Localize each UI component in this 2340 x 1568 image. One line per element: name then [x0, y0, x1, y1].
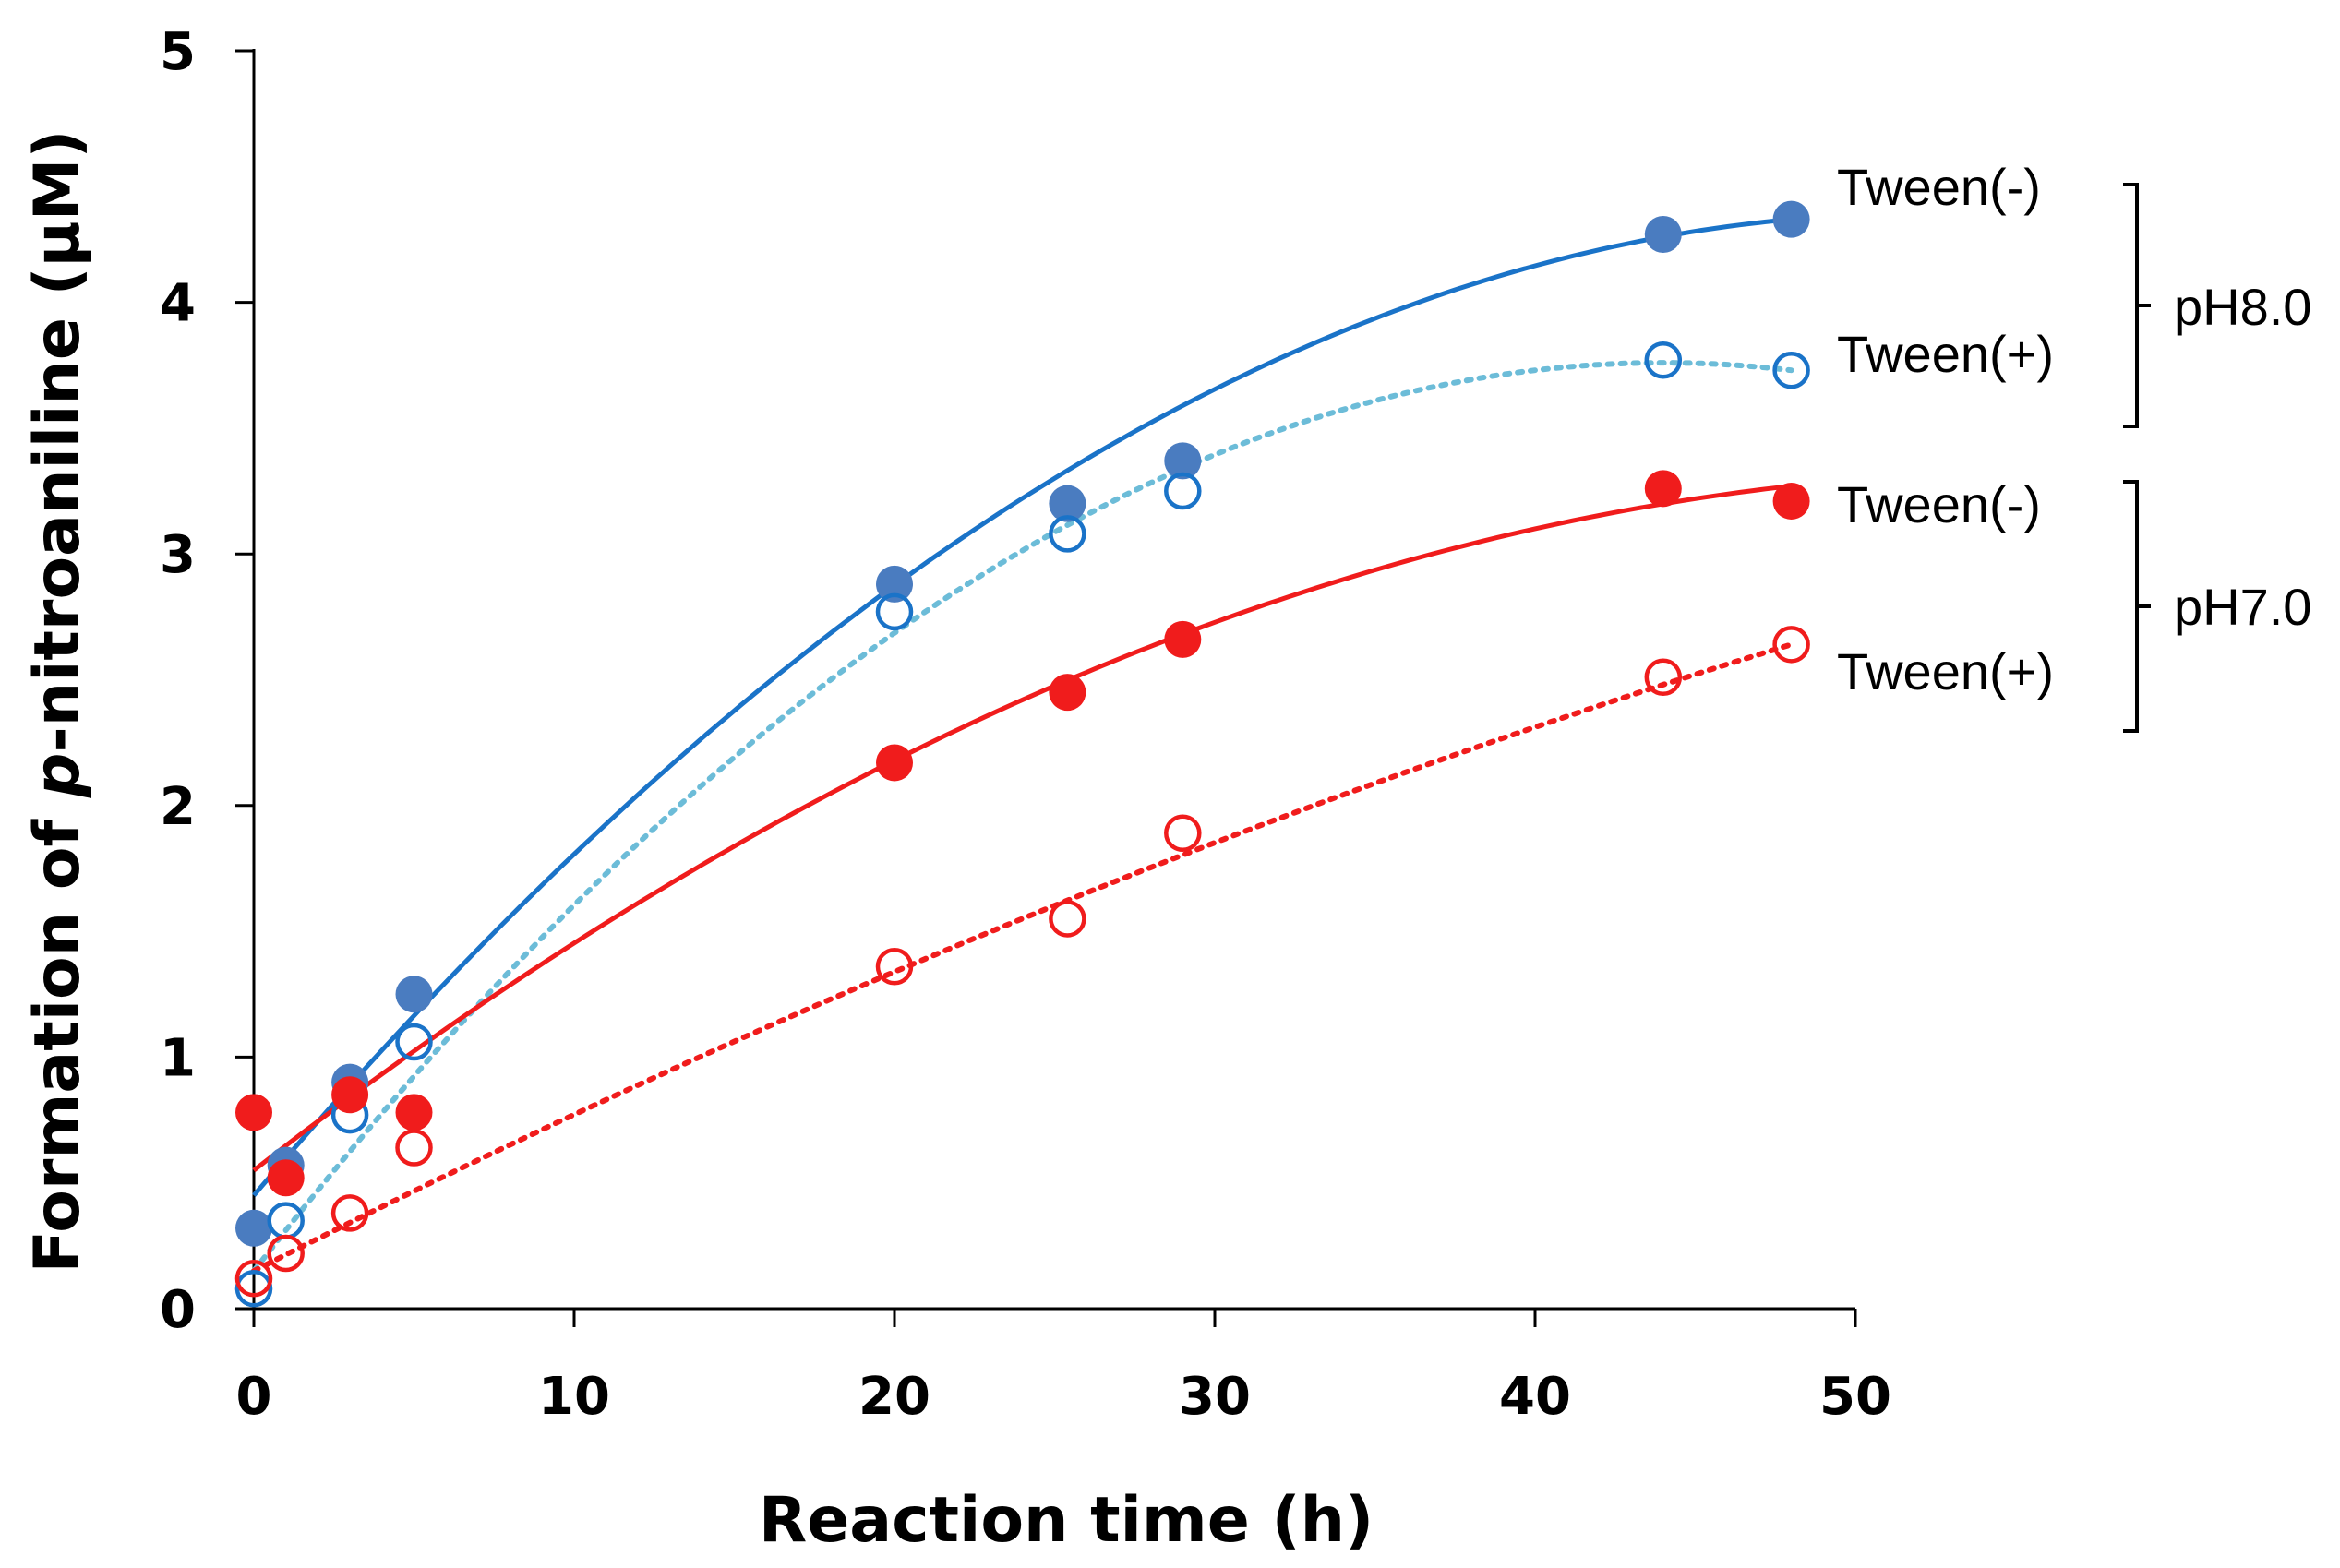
legend-entry-label: Tween(+) [1837, 642, 2054, 700]
x-tick-label: 10 [538, 1367, 610, 1427]
x-tick-label: 50 [1819, 1367, 1891, 1427]
group-label: pH8.0 [2174, 278, 2311, 336]
data-point-series-4 [1772, 626, 1810, 664]
data-point-series-2 [1772, 351, 1810, 389]
data-point-series-4 [395, 1129, 433, 1167]
data-point-series-2 [1164, 472, 1202, 510]
x-tick-label: 0 [236, 1367, 272, 1427]
y-tick-label: 3 [160, 525, 196, 585]
y-axis-title: Formation of p-nitroaniline (µM) [21, 130, 94, 1274]
data-point-series-3 [1049, 674, 1086, 712]
data-point-series-4 [234, 1260, 273, 1298]
legend-entry-label: Tween(-) [1837, 475, 2041, 533]
x-tick-label: 40 [1499, 1367, 1571, 1427]
data-point-series-4 [267, 1234, 305, 1273]
data-point-series-4 [875, 948, 914, 986]
data-points [234, 200, 1810, 1308]
data-point-series-1 [235, 1209, 272, 1247]
data-point-series-3 [1772, 482, 1810, 520]
y-tick-label: 4 [160, 274, 196, 334]
data-point-series-2 [1644, 341, 1683, 379]
fit-line-1 [252, 217, 1792, 1197]
y-axis-title-italic: p [21, 753, 94, 799]
data-point-series-1 [1644, 215, 1682, 253]
data-point-series-2 [234, 1269, 273, 1308]
data-point-series-3 [235, 1094, 272, 1131]
group-bracket [2123, 480, 2151, 733]
fit-line-3 [252, 484, 1792, 1173]
data-point-series-3 [1644, 470, 1682, 508]
data-point-series-3 [395, 1094, 433, 1131]
data-point-series-1 [1049, 485, 1086, 522]
data-point-series-3 [876, 744, 913, 782]
data-point-series-1 [1164, 442, 1202, 480]
y-tick-label: 0 [160, 1280, 196, 1340]
fit-line-4 [251, 641, 1794, 1275]
y-tick-label: 5 [160, 22, 196, 82]
legend: Tween(-) Tween(+) Tween(-) Tween(+) pH8.0 pH7… [1837, 158, 2311, 733]
legend-entry-label: Tween(-) [1837, 158, 2041, 216]
data-point-series-4 [1164, 814, 1202, 853]
x-tick-label: 30 [1179, 1367, 1251, 1427]
data-point-series-3 [1164, 620, 1202, 658]
data-point-series-2 [395, 1023, 433, 1061]
data-point-series-4 [1049, 900, 1086, 938]
data-point-series-1 [395, 976, 433, 1013]
data-point-series-3 [331, 1076, 369, 1114]
data-point-series-2 [875, 592, 914, 631]
data-point-series-1 [876, 565, 913, 603]
x-tick-label: 20 [858, 1367, 930, 1427]
data-point-series-4 [1644, 658, 1683, 697]
data-point-series-2 [1049, 515, 1086, 553]
y-axis-title-part-2: -nitroaniline (µM) [21, 130, 94, 753]
fit-lines [251, 217, 1794, 1275]
group-bracket [2123, 183, 2151, 428]
x-axis-title: Reaction time (h) [759, 1484, 1374, 1557]
fit-line-2 [251, 360, 1794, 1275]
y-axis-title-part-1: Formation of [21, 797, 94, 1273]
y-tick-label: 1 [160, 1028, 196, 1088]
data-point-series-4 [330, 1194, 369, 1232]
y-tick-label: 2 [160, 777, 196, 837]
group-label: pH7.0 [2174, 578, 2311, 636]
legend-entry-label: Tween(+) [1837, 325, 2054, 383]
data-point-series-3 [267, 1159, 305, 1197]
data-point-series-1 [1772, 200, 1810, 238]
